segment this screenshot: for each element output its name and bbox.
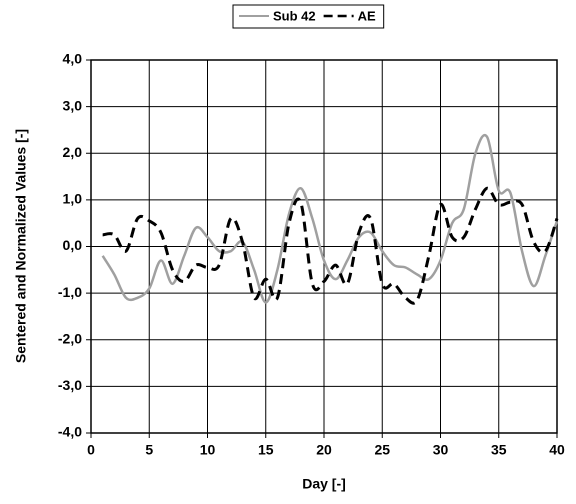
x-tick-label: 35 xyxy=(491,442,507,458)
x-tick-label: 30 xyxy=(433,442,449,458)
y-tick-label: -2,0 xyxy=(58,330,82,346)
plot-frame xyxy=(90,59,558,434)
legend-box xyxy=(232,4,385,29)
y-tick-label: -4,0 xyxy=(58,424,82,440)
x-tick-label: 5 xyxy=(145,442,153,458)
y-tick-label: 0,0 xyxy=(63,237,83,253)
x-axis-label: Day [-] xyxy=(302,476,346,492)
y-tick-label: 2,0 xyxy=(63,144,83,160)
x-tick-label: 15 xyxy=(258,442,274,458)
y-tick-label: -1,0 xyxy=(58,284,82,300)
y-tick-label: 4,0 xyxy=(63,51,83,67)
x-tick-label: 0 xyxy=(87,442,95,458)
series-line xyxy=(102,186,559,305)
y-axis-label: Sentered and Normalized Values [-] xyxy=(13,129,29,363)
x-tick-label: 10 xyxy=(200,442,216,458)
x-tick-label: 20 xyxy=(316,442,332,458)
y-tick-label: -3,0 xyxy=(58,377,82,393)
y-tick-label: 3,0 xyxy=(63,97,83,113)
series-line xyxy=(101,133,559,304)
x-tick-label: 40 xyxy=(549,442,565,458)
legend-label: AE xyxy=(358,8,376,23)
legend-label: Sub 42 xyxy=(273,8,316,23)
y-tick-label: 1,0 xyxy=(63,191,83,207)
x-tick-label: 25 xyxy=(374,442,390,458)
